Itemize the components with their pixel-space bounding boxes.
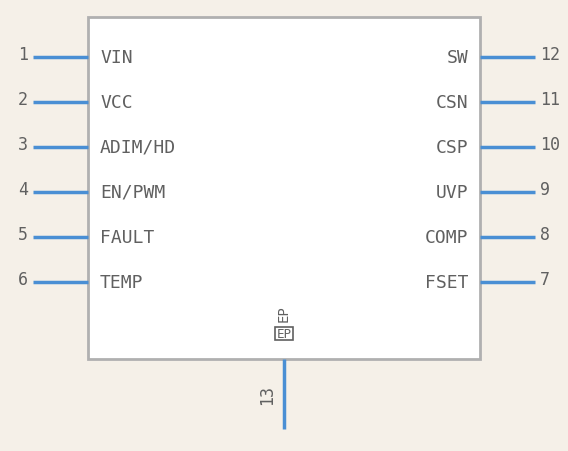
Text: 10: 10	[540, 136, 560, 154]
Text: COMP: COMP	[424, 229, 468, 246]
Text: 1: 1	[18, 46, 28, 64]
Bar	[88, 18, 480, 359]
Text: 4: 4	[18, 180, 28, 198]
Text: 12: 12	[540, 46, 560, 64]
Text: 8: 8	[540, 226, 550, 244]
Text: ADIM/HD: ADIM/HD	[100, 139, 176, 156]
Text: CSN: CSN	[436, 94, 468, 112]
Text: 7: 7	[540, 271, 550, 288]
Text: VIN: VIN	[100, 49, 132, 67]
Text: TEMP: TEMP	[100, 273, 144, 291]
Text: 2: 2	[18, 91, 28, 109]
Text: 11: 11	[540, 91, 560, 109]
Text: 6: 6	[18, 271, 28, 288]
Text: FAULT: FAULT	[100, 229, 154, 246]
Text: CSP: CSP	[436, 139, 468, 156]
Text: VCC: VCC	[100, 94, 132, 112]
Text: 13: 13	[258, 384, 276, 404]
Bar	[275, 327, 293, 340]
Text: FSET: FSET	[424, 273, 468, 291]
Text: EP: EP	[277, 304, 291, 321]
Text: 9: 9	[540, 180, 550, 198]
Text: UVP: UVP	[436, 184, 468, 202]
Text: SW: SW	[446, 49, 468, 67]
Text: 5: 5	[18, 226, 28, 244]
Text: EN/PWM: EN/PWM	[100, 184, 165, 202]
Text: EP: EP	[277, 327, 291, 340]
Text: 3: 3	[18, 136, 28, 154]
